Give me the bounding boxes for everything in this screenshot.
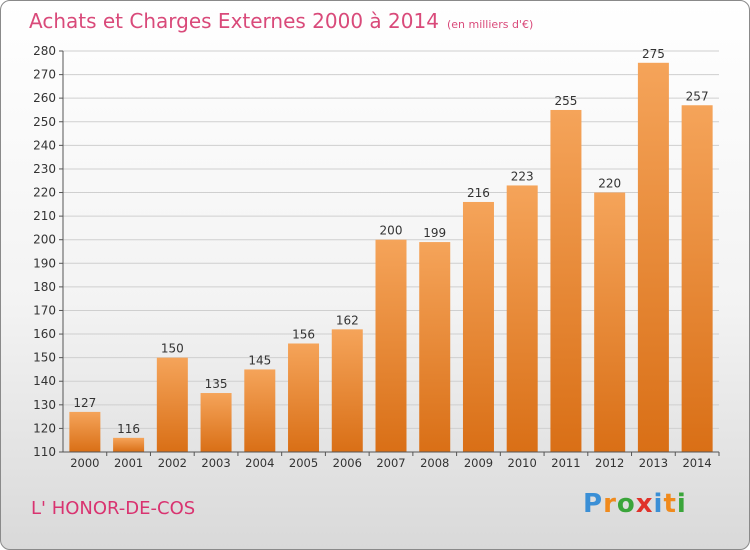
x-tick-label-2009: 2009 xyxy=(464,456,493,470)
x-tick-label-2005: 2005 xyxy=(289,456,318,470)
data-label-2000: 127 xyxy=(73,396,96,410)
bar-2000 xyxy=(69,411,101,452)
bar-2006 xyxy=(331,329,363,452)
x-tick-label-2011: 2011 xyxy=(551,456,580,470)
y-tick-label: 170 xyxy=(33,303,56,317)
data-label-2009: 216 xyxy=(467,186,490,200)
x-tick-label-2010: 2010 xyxy=(508,456,537,470)
chart-subtitle: (en milliers d'€) xyxy=(446,18,534,31)
bar-2010 xyxy=(506,185,538,452)
data-label-2008: 199 xyxy=(423,226,446,240)
data-label-2010: 223 xyxy=(511,169,534,183)
y-tick-label: 280 xyxy=(33,44,56,58)
data-label-2001: 116 xyxy=(117,422,140,436)
x-tick-label-2006: 2006 xyxy=(333,456,362,470)
y-tick-label: 200 xyxy=(33,233,56,247)
y-tick-label: 240 xyxy=(33,138,56,152)
bar-2002 xyxy=(156,357,188,452)
logo-letter: o xyxy=(616,489,636,519)
bar-2013 xyxy=(637,62,669,452)
data-label-2004: 145 xyxy=(248,353,271,367)
y-tick-label: 270 xyxy=(33,68,56,82)
proxiti-logo: Proxiti xyxy=(583,489,687,519)
bar-2007 xyxy=(375,239,407,452)
chart-title: Achats et Charges Externes 2000 à 2014 (e… xyxy=(29,9,533,33)
data-label-2011: 255 xyxy=(554,94,577,108)
logo-letter: x xyxy=(635,489,654,519)
bar-2001 xyxy=(113,437,145,452)
location-label: L' HONOR-DE-COS xyxy=(31,498,196,519)
y-tick-label: 210 xyxy=(33,209,56,223)
x-tick-label-2014: 2014 xyxy=(682,456,711,470)
x-tick-label-2007: 2007 xyxy=(376,456,405,470)
y-tick-label: 180 xyxy=(33,280,56,294)
y-tick-label: 130 xyxy=(33,398,56,412)
data-label-2013: 275 xyxy=(642,47,665,61)
bar-2005 xyxy=(288,343,320,452)
bar-2014 xyxy=(681,105,713,453)
y-tick-label: 150 xyxy=(33,351,56,365)
x-tick-label-2003: 2003 xyxy=(201,456,230,470)
logo-letter: i xyxy=(653,489,664,519)
y-tick-label: 110 xyxy=(33,445,56,459)
x-tick-label-2004: 2004 xyxy=(245,456,274,470)
y-tick-label: 220 xyxy=(33,186,56,200)
data-label-2007: 200 xyxy=(380,224,403,238)
y-tick-label: 260 xyxy=(33,91,56,105)
logo-letter: P xyxy=(583,489,604,519)
bar-2011 xyxy=(550,109,582,453)
data-label-2006: 162 xyxy=(336,313,359,327)
y-tick-label: 120 xyxy=(33,421,56,435)
bar-2009 xyxy=(462,201,494,452)
bar-2003 xyxy=(200,393,232,452)
x-tick-label-2001: 2001 xyxy=(114,456,143,470)
logo-letter: i xyxy=(676,489,687,519)
y-tick-label: 160 xyxy=(33,327,56,341)
y-tick-label: 230 xyxy=(33,162,56,176)
x-tick-label-2013: 2013 xyxy=(639,456,668,470)
x-tick-label-2000: 2000 xyxy=(70,456,99,470)
bar-2008 xyxy=(419,242,451,452)
x-tick-label-2012: 2012 xyxy=(595,456,624,470)
bar-2004 xyxy=(244,369,276,452)
y-tick-label: 190 xyxy=(33,256,56,270)
data-label-2003: 135 xyxy=(205,377,228,391)
x-tick-label-2002: 2002 xyxy=(158,456,187,470)
y-tick-label: 140 xyxy=(33,374,56,388)
data-label-2005: 156 xyxy=(292,327,315,341)
logo-letter: r xyxy=(603,489,617,519)
x-tick-label-2008: 2008 xyxy=(420,456,449,470)
data-label-2012: 220 xyxy=(598,177,621,191)
title-text: Achats et Charges Externes 2000 à 2014 xyxy=(29,9,439,33)
y-tick-label: 250 xyxy=(33,115,56,129)
data-label-2014: 257 xyxy=(686,89,709,103)
data-label-2002: 150 xyxy=(161,342,184,356)
bar-2012 xyxy=(594,192,626,452)
logo-letter: t xyxy=(663,489,677,519)
